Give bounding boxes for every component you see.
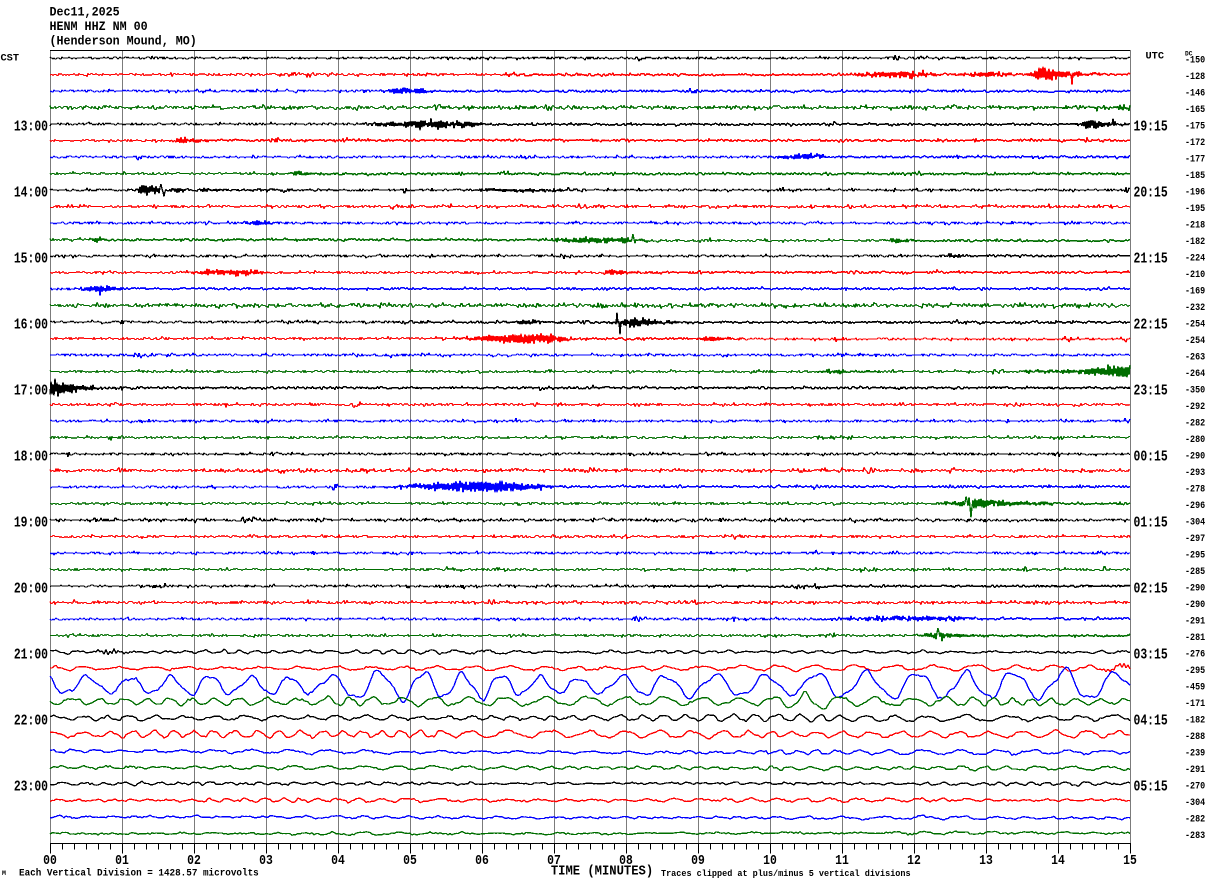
svg-text:16:00: 16:00: [14, 316, 48, 333]
svg-text:-350: -350: [1185, 384, 1205, 396]
svg-text:-146: -146: [1185, 87, 1205, 99]
svg-text:19:00: 19:00: [14, 514, 48, 531]
svg-text:17:00: 17:00: [14, 382, 48, 399]
svg-text:-297: -297: [1185, 532, 1205, 544]
svg-text:-282: -282: [1185, 417, 1205, 429]
svg-text:-175: -175: [1185, 120, 1206, 132]
svg-text:05:15: 05:15: [1134, 778, 1168, 795]
svg-text:-224: -224: [1185, 252, 1206, 264]
svg-text:04: 04: [331, 852, 345, 869]
svg-text:-296: -296: [1185, 499, 1205, 511]
svg-text:21:00: 21:00: [14, 646, 48, 663]
svg-text:DC: DC: [1185, 51, 1193, 58]
svg-text:-165: -165: [1185, 103, 1206, 115]
svg-text:HENM HHZ NM 00: HENM HHZ NM 00: [50, 19, 148, 34]
svg-text:CST: CST: [1, 53, 20, 65]
svg-text:-185: -185: [1185, 169, 1206, 181]
svg-text:-304: -304: [1185, 516, 1206, 528]
svg-text:22:15: 22:15: [1134, 316, 1168, 333]
svg-text:-232: -232: [1185, 301, 1205, 313]
svg-text:03:15: 03:15: [1134, 646, 1168, 663]
svg-text:-169: -169: [1185, 285, 1205, 297]
svg-text:-291: -291: [1185, 763, 1206, 775]
svg-text:02: 02: [187, 852, 201, 869]
svg-text:08: 08: [619, 852, 633, 869]
svg-text:13:00: 13:00: [14, 118, 48, 135]
svg-text:-128: -128: [1185, 70, 1206, 82]
svg-text:-290: -290: [1185, 450, 1205, 462]
svg-text:Dec11,2025: Dec11,2025: [50, 5, 120, 20]
svg-text:TIME (MINUTES): TIME (MINUTES): [551, 863, 653, 879]
svg-text:-278: -278: [1185, 483, 1206, 495]
svg-text:23:00: 23:00: [14, 778, 48, 795]
svg-text:-150: -150: [1185, 54, 1205, 66]
svg-text:Traces clipped at plus/minus 5: Traces clipped at plus/minus 5 vertical …: [661, 869, 911, 879]
svg-text:-291: -291: [1185, 615, 1206, 627]
svg-text:20:15: 20:15: [1134, 184, 1168, 201]
svg-text:-282: -282: [1185, 813, 1205, 825]
svg-text:-276: -276: [1185, 648, 1205, 660]
svg-text:-283: -283: [1185, 829, 1206, 841]
svg-text:UTC: UTC: [1146, 51, 1165, 63]
svg-text:-182: -182: [1185, 714, 1205, 726]
svg-text:-280: -280: [1185, 433, 1205, 445]
svg-text:23:15: 23:15: [1134, 382, 1168, 399]
svg-text:21:15: 21:15: [1134, 250, 1168, 267]
svg-text:22:00: 22:00: [14, 712, 48, 729]
svg-text:11: 11: [835, 852, 849, 869]
svg-text:19:15: 19:15: [1134, 118, 1168, 135]
svg-text:-264: -264: [1185, 367, 1206, 379]
svg-text:-254: -254: [1185, 334, 1206, 346]
svg-text:02:15: 02:15: [1134, 580, 1168, 597]
svg-text:18:00: 18:00: [14, 448, 48, 465]
svg-text:00: 00: [43, 852, 57, 869]
svg-text:-263: -263: [1185, 351, 1206, 363]
svg-text:01:15: 01:15: [1134, 514, 1168, 531]
svg-text:-254: -254: [1185, 318, 1206, 330]
svg-text:09: 09: [691, 852, 705, 869]
svg-text:-459: -459: [1185, 681, 1205, 693]
svg-text:-210: -210: [1185, 268, 1205, 280]
svg-text:-171: -171: [1185, 697, 1206, 709]
svg-text:-177: -177: [1185, 153, 1205, 165]
svg-text:-270: -270: [1185, 780, 1205, 792]
svg-text:-290: -290: [1185, 598, 1205, 610]
svg-text:15:00: 15:00: [14, 250, 48, 267]
svg-text:01: 01: [115, 852, 129, 869]
svg-text:-290: -290: [1185, 582, 1205, 594]
svg-text:06: 06: [475, 852, 489, 869]
svg-text:M: M: [2, 870, 6, 877]
svg-text:04:15: 04:15: [1134, 712, 1168, 729]
svg-text:00:15: 00:15: [1134, 448, 1168, 465]
svg-text:-218: -218: [1185, 219, 1206, 231]
svg-text:-304: -304: [1185, 796, 1206, 808]
svg-text:-288: -288: [1185, 730, 1206, 742]
svg-text:14:00: 14:00: [14, 184, 48, 201]
svg-text:14: 14: [1051, 852, 1065, 869]
svg-text:-182: -182: [1185, 235, 1205, 247]
svg-text:Each Vertical Division = 1428.: Each Vertical Division = 1428.57 microvo…: [19, 867, 259, 879]
svg-text:-172: -172: [1185, 136, 1205, 148]
svg-text:12: 12: [907, 852, 921, 869]
svg-text:13: 13: [979, 852, 993, 869]
svg-text:-281: -281: [1185, 631, 1206, 643]
svg-text:-292: -292: [1185, 400, 1205, 412]
svg-text:-239: -239: [1185, 747, 1205, 759]
svg-text:20:00: 20:00: [14, 580, 48, 597]
svg-text:-295: -295: [1185, 549, 1206, 561]
svg-text:10: 10: [763, 852, 777, 869]
svg-text:03: 03: [259, 852, 273, 869]
svg-text:-195: -195: [1185, 202, 1206, 214]
svg-text:-285: -285: [1185, 565, 1206, 577]
svg-text:-293: -293: [1185, 466, 1206, 478]
svg-text:15: 15: [1123, 852, 1137, 869]
svg-text:(Henderson Mound, MO): (Henderson Mound, MO): [50, 34, 197, 49]
svg-text:05: 05: [403, 852, 417, 869]
svg-text:-196: -196: [1185, 186, 1205, 198]
svg-text:-295: -295: [1185, 664, 1206, 676]
svg-text:07: 07: [547, 852, 561, 869]
